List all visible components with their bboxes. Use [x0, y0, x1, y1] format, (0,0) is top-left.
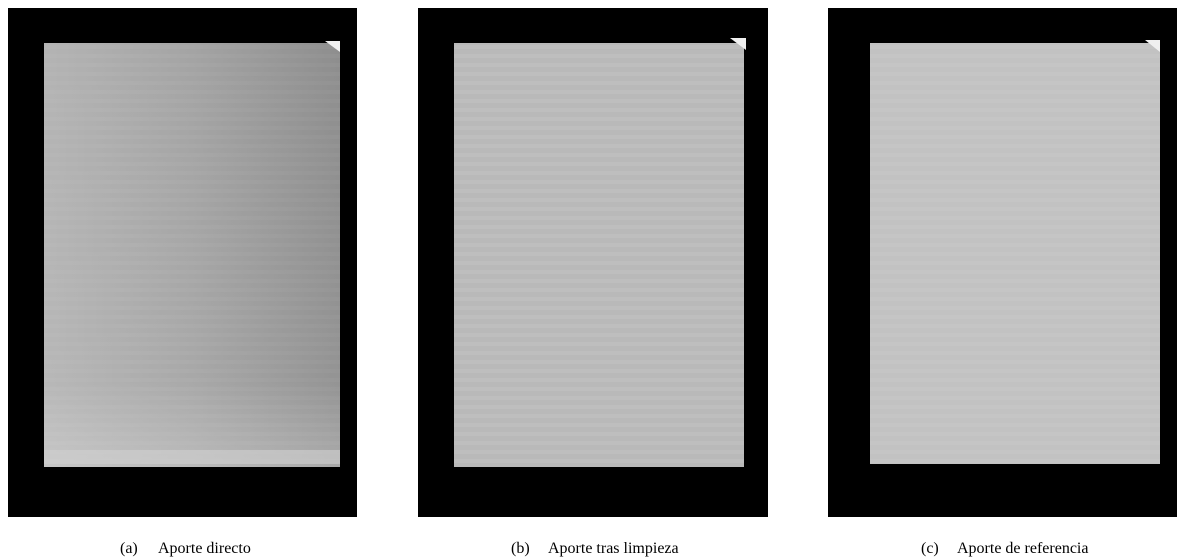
panel-a-image: [8, 8, 357, 517]
figure: (a) Aporte directo (b) Aporte tras limpi…: [0, 0, 1185, 560]
panel-caption: Aporte tras limpieza: [548, 540, 679, 557]
panel-label: (a): [120, 540, 138, 557]
panel-b-image: [418, 8, 768, 517]
panel-caption: Aporte de referencia: [957, 540, 1088, 557]
panel-label: (b): [511, 540, 530, 557]
page: (a) Aporte directo (b) Aporte tras limpi…: [0, 0, 1185, 560]
panel-c-image: [828, 8, 1177, 517]
panel-caption: Aporte directo: [158, 540, 251, 557]
panel-label: (c): [921, 540, 939, 557]
